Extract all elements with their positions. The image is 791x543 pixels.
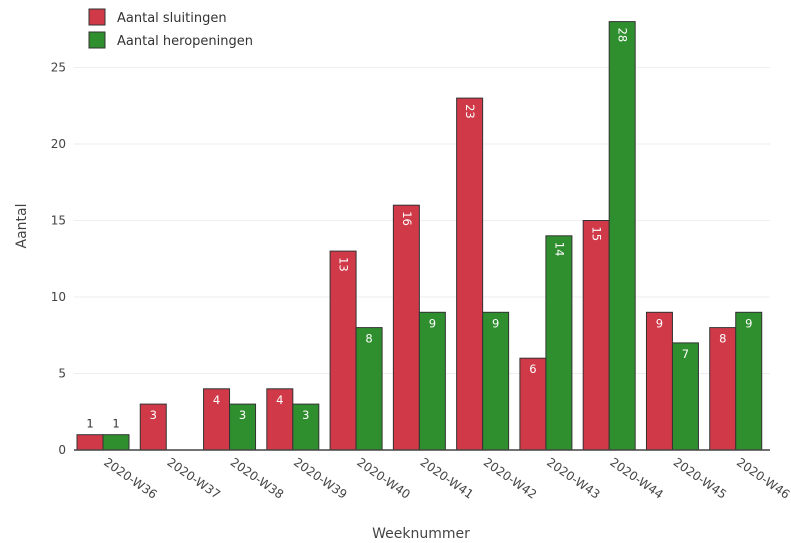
bar-value-label: 9 bbox=[492, 316, 499, 330]
bar-value-label: 1 bbox=[112, 417, 119, 431]
bar-value-label: 7 bbox=[682, 347, 689, 361]
bar-value-label: 1 bbox=[86, 417, 93, 431]
x-tick-label: 2020-W43 bbox=[544, 455, 602, 502]
bar-value-label: 28 bbox=[616, 28, 630, 43]
y-tick-label: 10 bbox=[51, 290, 66, 304]
x-tick-label: 2020-W44 bbox=[607, 455, 665, 502]
bar-value-label: 3 bbox=[239, 408, 246, 422]
bar-heropeningen-2020-W44 bbox=[608, 21, 636, 451]
bar-sluitingen-2020-W46 bbox=[709, 327, 737, 451]
x-tick-label: 2020-W42 bbox=[481, 455, 539, 502]
x-tick-label: 2020-W37 bbox=[165, 455, 223, 502]
y-tick-label: 5 bbox=[58, 367, 66, 381]
legend-label-heropeningen: Aantal heropeningen bbox=[117, 34, 253, 49]
y-axis: 0 5 10 15 20 25 bbox=[51, 61, 66, 458]
bar-value-label: 3 bbox=[302, 408, 309, 422]
bar-value-label: 8 bbox=[719, 332, 726, 346]
x-tick-label: 2020-W41 bbox=[418, 455, 476, 502]
bar-sluitingen-2020-W45 bbox=[645, 311, 673, 451]
bar-heropeningen-2020-W36 bbox=[102, 434, 130, 451]
legend-swatch-sluitingen bbox=[88, 8, 106, 26]
legend-swatch-heropeningen bbox=[88, 31, 106, 49]
bar-value-label: 13 bbox=[337, 257, 351, 272]
x-tick-label: 2020-W40 bbox=[354, 455, 412, 502]
bar-value-label: 8 bbox=[365, 332, 372, 346]
bar-value-label: 6 bbox=[529, 362, 536, 376]
y-tick-label: 15 bbox=[51, 214, 66, 228]
bar-value-label: 4 bbox=[213, 393, 220, 407]
bar-value-label: 9 bbox=[429, 316, 436, 330]
bar-value-label: 16 bbox=[400, 211, 414, 226]
bar-value-label: 4 bbox=[276, 393, 283, 407]
bar-heropeningen-2020-W45 bbox=[671, 342, 699, 451]
bar-heropeningen-2020-W40 bbox=[355, 327, 383, 451]
x-tick-label: 2020-W46 bbox=[734, 455, 791, 502]
y-tick-label: 25 bbox=[51, 61, 66, 75]
x-tick-label: 2020-W39 bbox=[291, 455, 349, 502]
bar-value-label: 15 bbox=[590, 227, 604, 242]
bar-heropeningen-2020-W38 bbox=[229, 403, 257, 451]
x-axis-title: Weeknummer bbox=[372, 526, 470, 542]
bar-heropeningen-2020-W42 bbox=[482, 311, 510, 451]
bar-sluitingen-2020-W41 bbox=[392, 204, 420, 451]
x-tick-label: 2020-W36 bbox=[101, 455, 159, 502]
bar-value-label: 23 bbox=[463, 104, 477, 119]
bar-heropeningen-2020-W43 bbox=[545, 235, 573, 451]
bar-sluitingen-2020-W40 bbox=[329, 250, 357, 451]
bar-sluitingen-2020-W37 bbox=[139, 403, 167, 451]
legend-label-sluitingen: Aantal sluitingen bbox=[117, 11, 227, 26]
x-axis: 2020-W36 2020-W37 2020-W38 2020-W39 2020-W40… bbox=[101, 455, 791, 502]
bar-value-label: 9 bbox=[656, 316, 663, 330]
y-tick-label: 20 bbox=[51, 137, 66, 151]
bar-heropeningen-2020-W39 bbox=[292, 403, 320, 451]
bar-value-label: 14 bbox=[552, 242, 566, 257]
bar-heropeningen-2020-W41 bbox=[418, 311, 446, 451]
x-tick-label: 2020-W38 bbox=[228, 455, 286, 502]
x-tick-label: 2020-W45 bbox=[671, 455, 729, 502]
bar-value-label: 3 bbox=[150, 408, 157, 422]
y-axis-title: Aantal bbox=[14, 204, 30, 249]
bar-sluitingen-2020-W42 bbox=[456, 97, 484, 451]
bar-heropeningen-2020-W46 bbox=[735, 311, 763, 451]
bar-sluitingen-2020-W44 bbox=[582, 220, 610, 451]
legend: Aantal sluitingen Aantal heropeningen bbox=[88, 8, 253, 49]
bar-value-label: 9 bbox=[745, 316, 752, 330]
y-tick-label: 0 bbox=[58, 443, 66, 457]
bar-sluitingen-2020-W36 bbox=[76, 434, 104, 451]
